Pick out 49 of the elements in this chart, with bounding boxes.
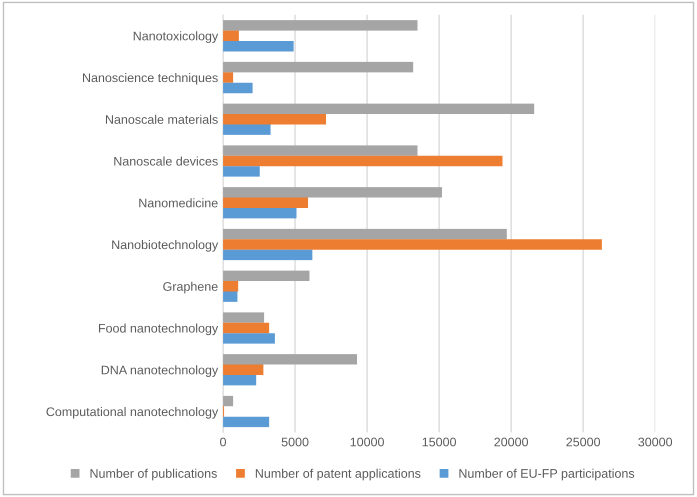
y-tick-label: Computational nanotechnology [46, 406, 218, 419]
y-tick-label: Nanoscale materials [106, 114, 218, 124]
x-tick-label: 10000 [350, 438, 384, 446]
x-tick-label: 25000 [566, 438, 600, 446]
bar [223, 187, 442, 198]
bar [223, 322, 270, 334]
bar [223, 145, 418, 156]
bar [223, 62, 414, 72]
bar [223, 72, 234, 83]
bar [223, 354, 358, 365]
y-tick-label: Food nanotechnology [98, 323, 218, 336]
bar [223, 281, 238, 292]
y-tick-label: Graphene [163, 282, 218, 294]
bar [223, 114, 326, 124]
bar [223, 41, 294, 52]
bar [223, 198, 308, 208]
bar [223, 82, 253, 94]
bar [223, 333, 275, 344]
legend-label: Number of EU-FP participations [459, 468, 634, 480]
x-tick-label: 20000 [494, 438, 528, 446]
x-tick-label: 15000 [422, 438, 456, 446]
bar [223, 416, 270, 428]
bar [223, 312, 264, 323]
bar [223, 228, 507, 240]
bar [223, 374, 256, 386]
x-tick-label: 30000 [638, 438, 672, 446]
bar [223, 250, 312, 260]
legend-label: Number of publications [90, 468, 217, 480]
y-tick-label: Nanoscale devices [114, 156, 218, 166]
y-tick-label: Nanobiotechnology [112, 240, 218, 252]
bar [223, 30, 239, 42]
x-tick-label: 5000 [282, 438, 308, 446]
bar [223, 364, 264, 375]
bar [223, 20, 418, 31]
x-tick-label: 0 [220, 438, 226, 446]
y-tick-label: DNA nanotechnology [102, 365, 218, 377]
y-tick-label: Nanomedicine [139, 198, 218, 208]
legend-label: Number of patent applications [256, 468, 420, 480]
bar [223, 208, 297, 218]
bar [223, 270, 310, 282]
bar [223, 156, 502, 166]
y-tick-label: Nanoscience techniques [83, 73, 218, 85]
bar [223, 291, 238, 302]
bar [223, 166, 260, 177]
y-tick-label: Nanotoxicology [134, 31, 218, 43]
bar [223, 396, 234, 406]
bar [223, 124, 271, 135]
bar [223, 104, 534, 114]
bar [223, 239, 602, 250]
